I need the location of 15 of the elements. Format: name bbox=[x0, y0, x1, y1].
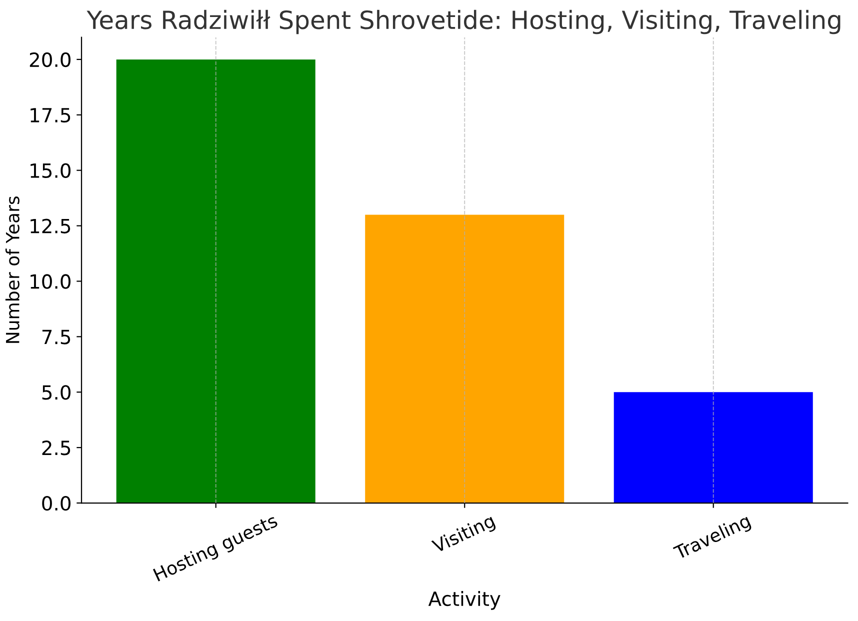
y-tick-label: 10.0 bbox=[30, 274, 70, 289]
bar bbox=[116, 59, 316, 504]
chart-title: Years Radziwiłł Spent Shrovetide: Hosting, Visiting, Traveling bbox=[86, 10, 840, 34]
y-tick-label: 2.5 bbox=[42, 440, 70, 456]
x-axis-title: Activity bbox=[428, 591, 500, 610]
y-tick-label: 15.0 bbox=[30, 163, 70, 178]
bar bbox=[365, 214, 564, 504]
y-tick-label: 0.0 bbox=[42, 496, 70, 511]
y-tick-label: 12.5 bbox=[30, 218, 70, 234]
y-tick-label: 20.0 bbox=[30, 52, 70, 68]
y-axis-title: Number of Years bbox=[5, 196, 20, 343]
bar bbox=[614, 392, 813, 504]
y-tick-label: 7.5 bbox=[42, 330, 70, 344]
y-tick-label: 17.5 bbox=[30, 108, 70, 123]
y-tick-label: 5.0 bbox=[42, 385, 70, 400]
